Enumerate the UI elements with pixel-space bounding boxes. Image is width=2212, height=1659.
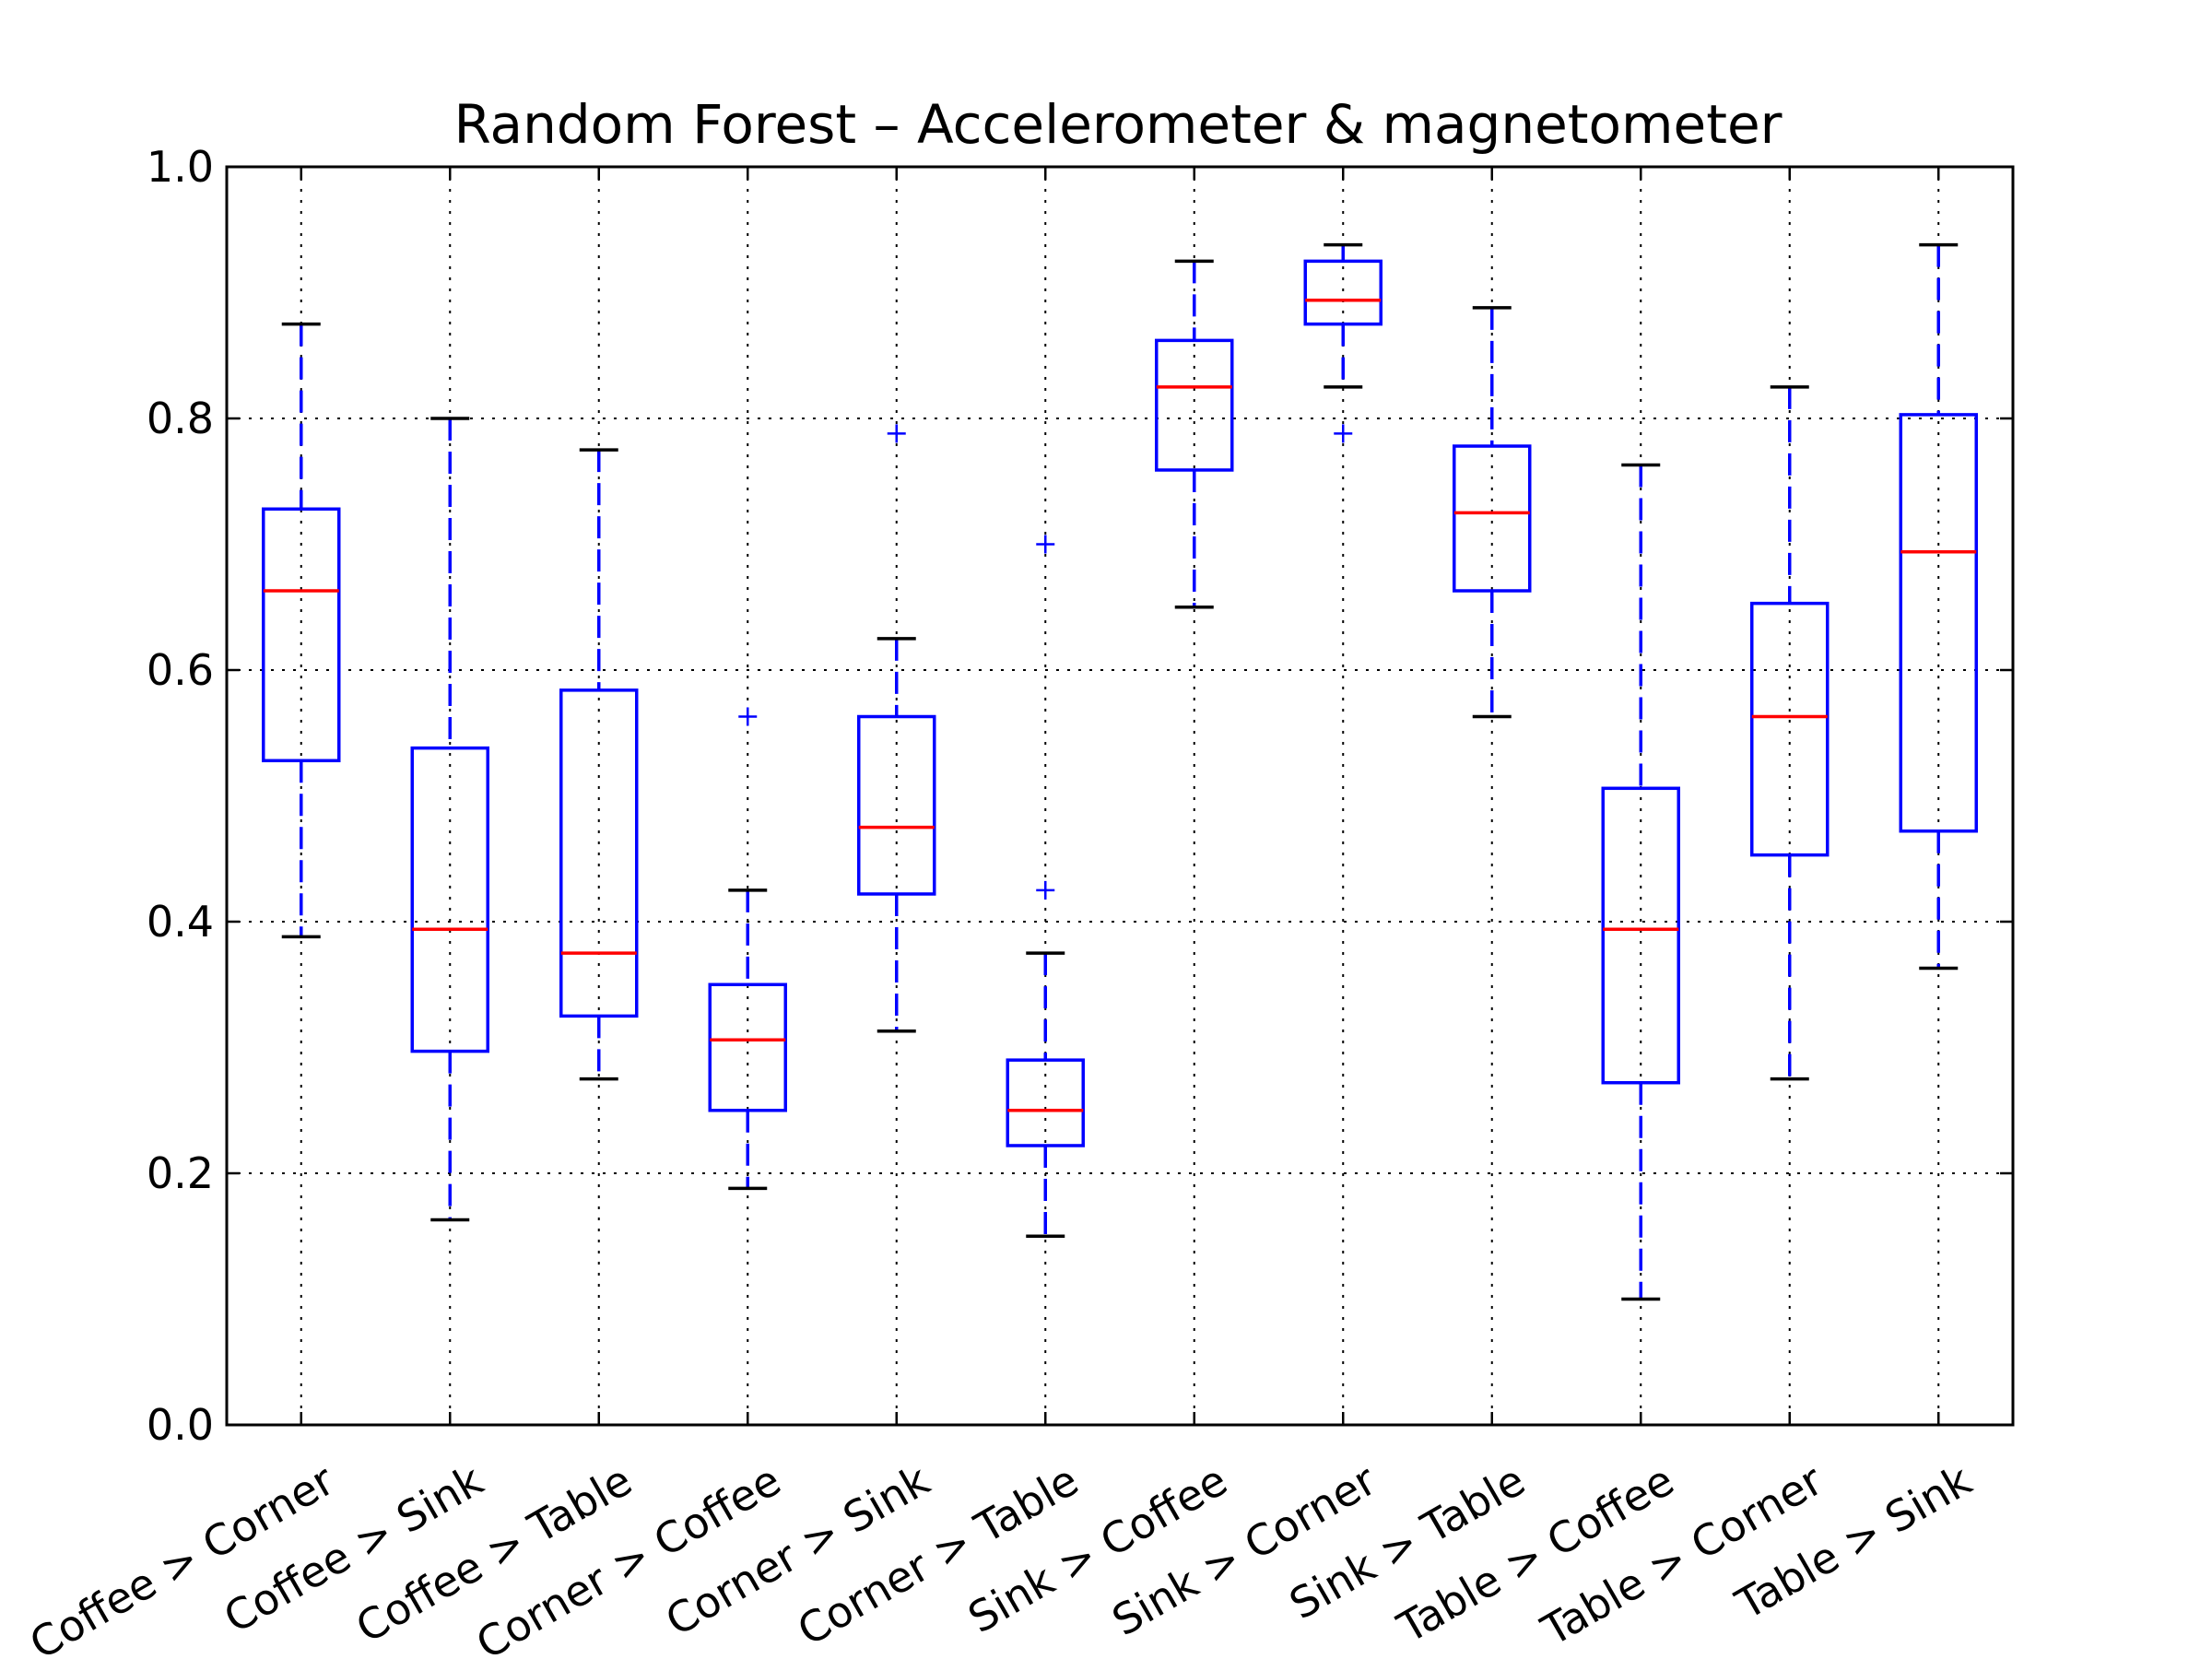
y-tick-label: 0.8 xyxy=(147,394,214,443)
y-tick-label: 0.0 xyxy=(147,1400,214,1450)
flier-point xyxy=(1036,880,1055,900)
box-iqr xyxy=(1303,259,1382,326)
box-item xyxy=(262,322,341,939)
box-iqr xyxy=(1006,1058,1085,1147)
grid-lines xyxy=(227,167,2013,1425)
box-iqr xyxy=(1750,601,1830,857)
flier-point xyxy=(887,424,906,443)
box-item xyxy=(857,424,936,1033)
box-series xyxy=(262,242,1978,1301)
y-tick-label: 0.2 xyxy=(147,1148,214,1198)
y-tick-label: 1.0 xyxy=(147,142,214,192)
box-item xyxy=(1303,242,1382,443)
y-tick-label: 0.4 xyxy=(147,897,214,947)
box-iqr xyxy=(1601,786,1680,1085)
box-item xyxy=(1006,535,1085,1238)
box-iqr xyxy=(410,746,489,1053)
box-iqr xyxy=(1155,338,1234,472)
box-item xyxy=(1750,385,1830,1081)
x-tick-label: Sink > Coffee xyxy=(959,1455,1235,1643)
y-tick-label: 0.6 xyxy=(147,645,214,695)
flier-point xyxy=(1036,535,1055,554)
box-item xyxy=(708,707,787,1191)
box-item xyxy=(1601,463,1680,1301)
box-iqr xyxy=(708,982,787,1112)
box-iqr xyxy=(1453,444,1532,593)
flier-point xyxy=(738,707,758,726)
box-item xyxy=(1155,259,1234,609)
box-item xyxy=(1899,242,1978,971)
flier-point xyxy=(1334,424,1353,443)
chart-title: Random Forest – Accelerometer & magnetom… xyxy=(454,93,1783,156)
box-iqr xyxy=(1899,413,1978,833)
box-iqr xyxy=(262,507,341,763)
plot-area-frame xyxy=(225,165,2015,1427)
box-iqr xyxy=(857,714,936,896)
box-item xyxy=(1453,306,1532,719)
box-item xyxy=(559,448,639,1081)
box-item xyxy=(410,417,489,1222)
box-iqr xyxy=(559,688,639,1018)
